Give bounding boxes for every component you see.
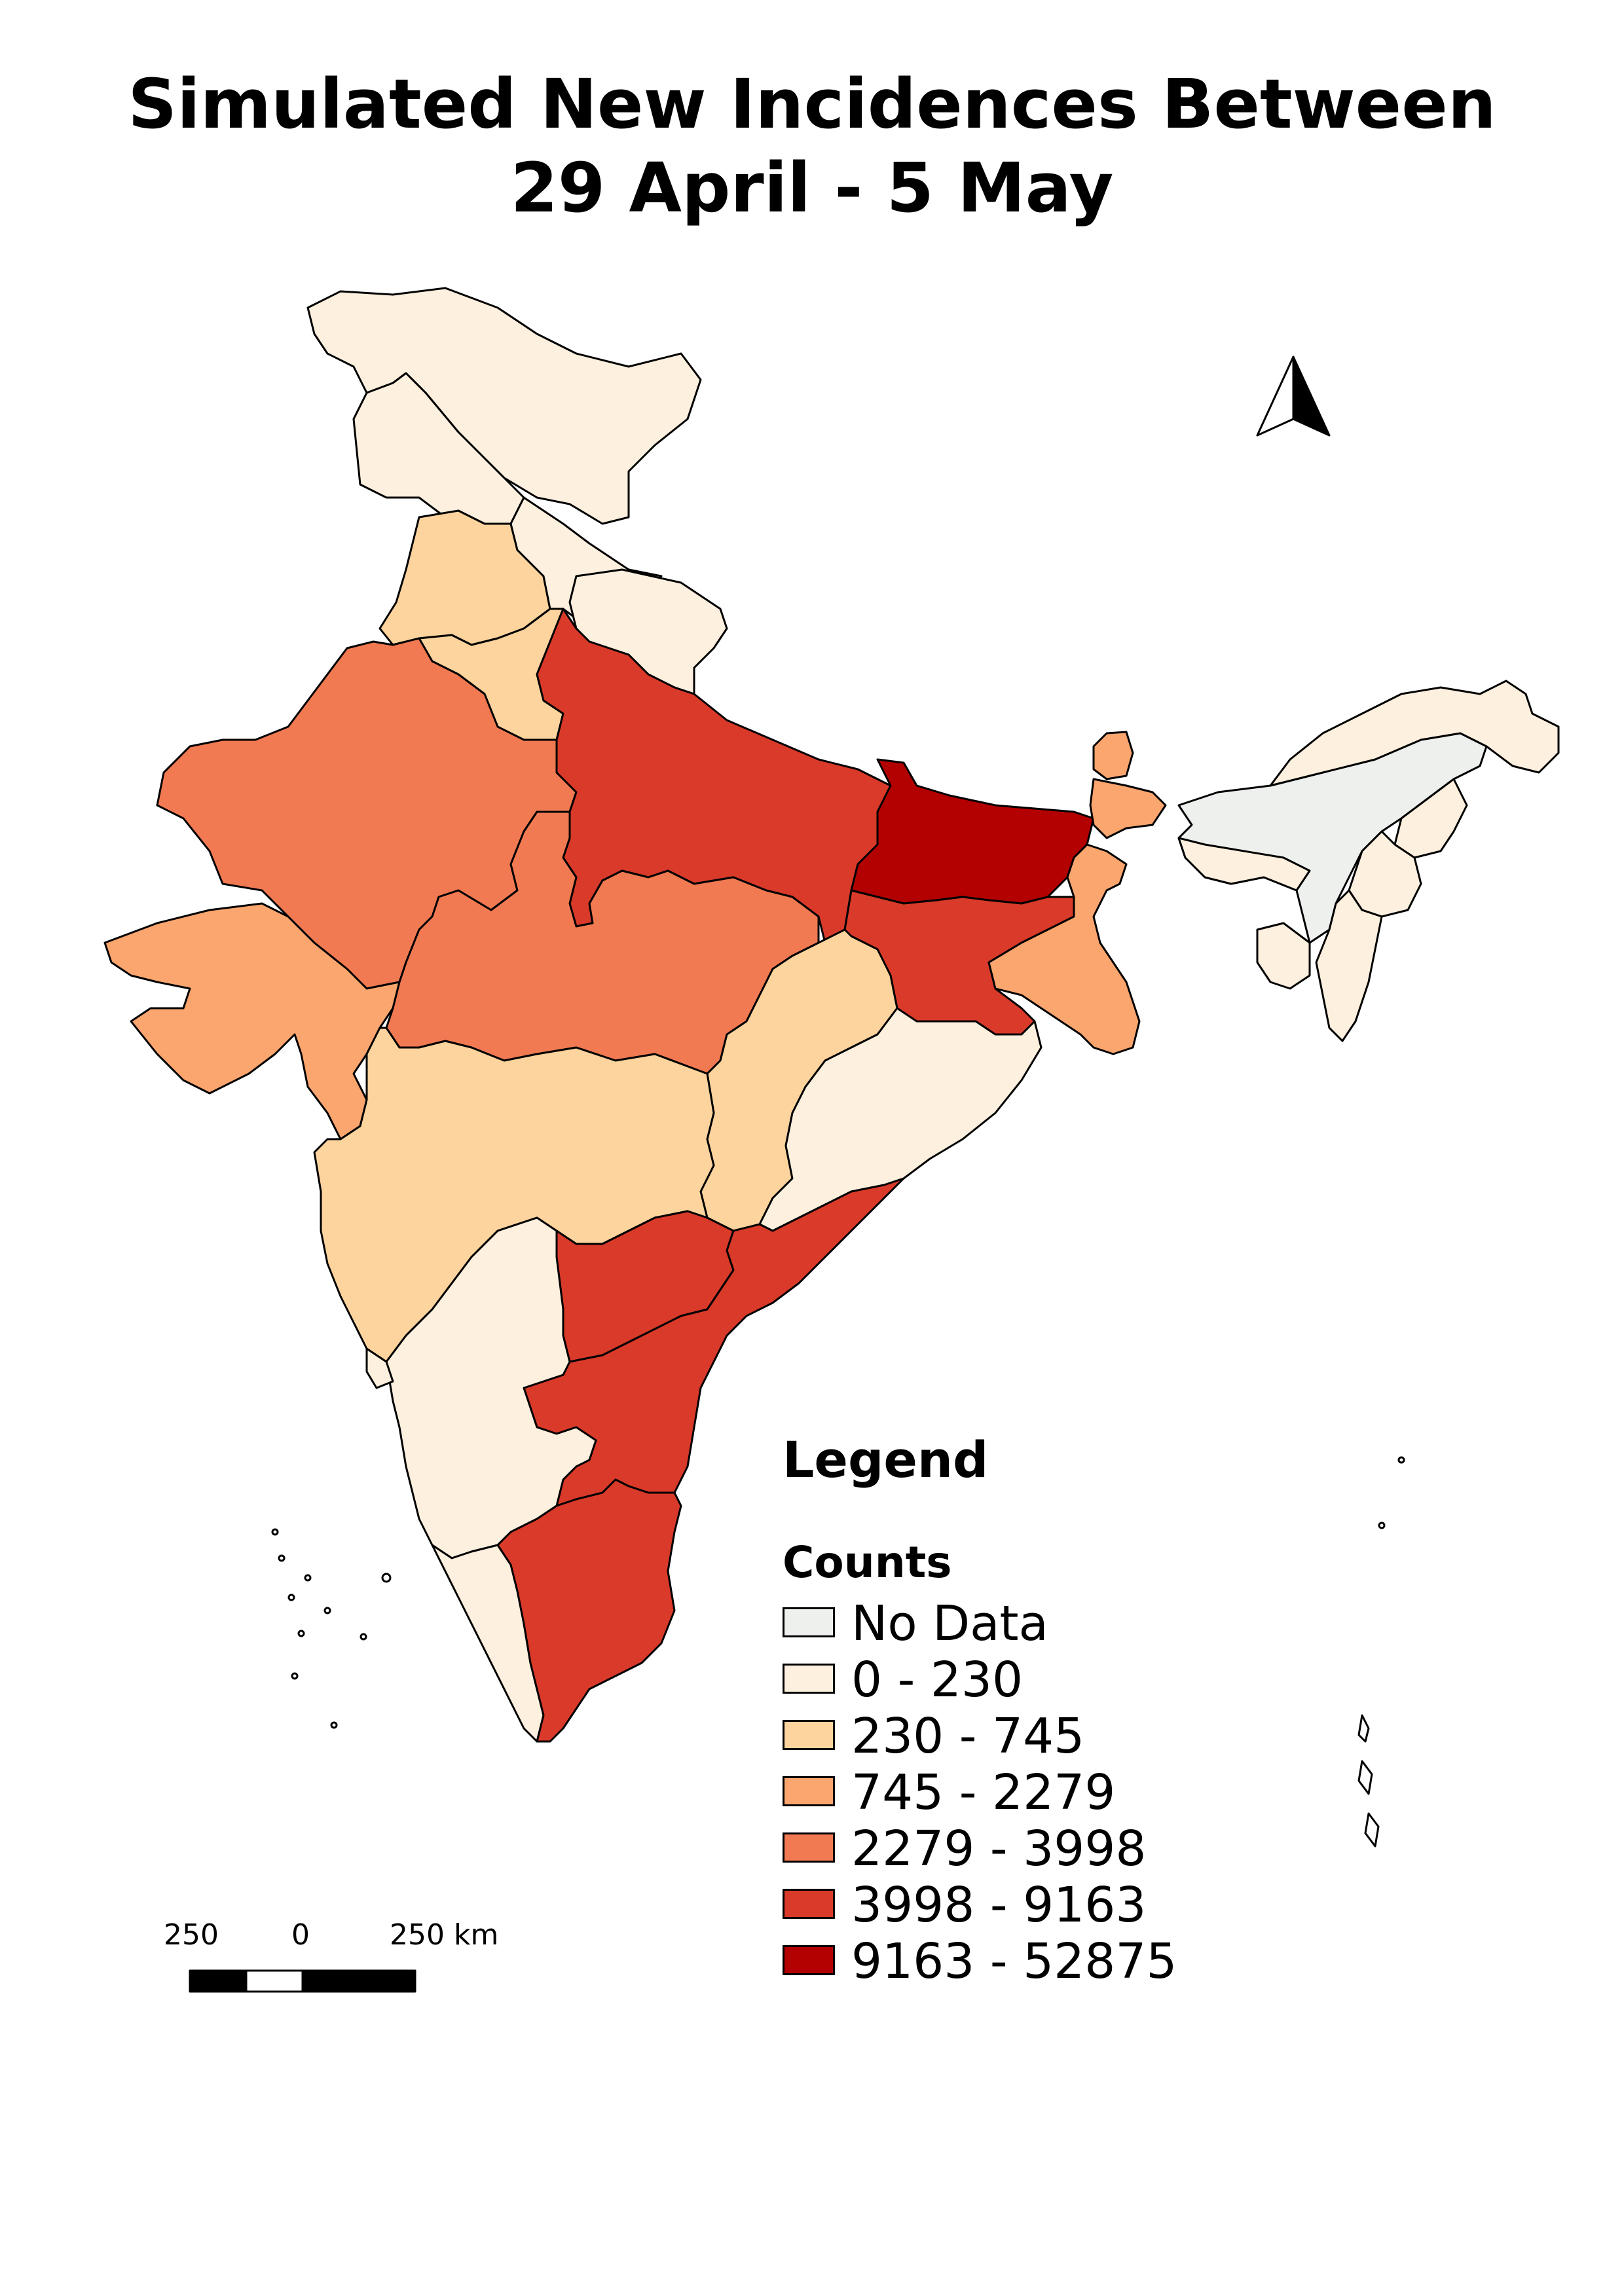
region-meghalaya	[1177, 837, 1311, 892]
map-title: Simulated New Incidences Between 29 Apri…	[0, 62, 1624, 230]
region-mizoram	[1315, 889, 1383, 1042]
legend-label: 2279 - 3998	[851, 1821, 1147, 1877]
legend-title: Legend	[783, 1430, 989, 1489]
map-title-line-1: Simulated New Incidences Between	[128, 64, 1496, 144]
legend-swatch	[783, 1889, 835, 1919]
region-west-bengal	[987, 843, 1141, 1055]
region-odisha	[758, 1007, 1043, 1232]
legend-swatch	[783, 1776, 835, 1806]
scale-bar	[189, 1969, 416, 1993]
legend-label: No Data	[851, 1595, 1048, 1652]
scale-label-left: 250	[164, 1918, 219, 1952]
legend-swatch	[783, 1607, 835, 1637]
region-karnataka	[385, 1216, 597, 1559]
legend-label: 3998 - 9163	[851, 1877, 1147, 1933]
region-arunachal-pradesh	[1269, 680, 1560, 787]
region-gujarat	[103, 902, 401, 1140]
legend-swatch	[783, 1945, 835, 1975]
legend-label: 9163 - 52875	[851, 1933, 1177, 1990]
legend-swatch	[783, 1832, 835, 1863]
legend-swatch	[783, 1664, 835, 1694]
legend-label: 745 - 2279	[851, 1764, 1116, 1821]
region-bihar	[850, 758, 1095, 905]
region-west-bengal	[1089, 778, 1167, 839]
scale-label-right: 250 km	[390, 1918, 499, 1952]
region-tripura	[1256, 922, 1311, 990]
region-sikkim	[1092, 731, 1134, 780]
north-arrow-icon	[1256, 355, 1331, 437]
map-title-line-2: 29 April - 5 May	[510, 148, 1114, 228]
scale-label-zero: 0	[291, 1918, 310, 1952]
legend-swatch	[783, 1720, 835, 1750]
region-goa	[365, 1347, 394, 1389]
legend-subtitle: Counts	[783, 1537, 952, 1588]
region-tamil-nadu	[496, 1478, 682, 1743]
legend-label: 230 - 745	[851, 1708, 1085, 1764]
island-markers	[271, 1456, 1405, 1848]
legend-label: 0 - 230	[851, 1652, 1024, 1708]
